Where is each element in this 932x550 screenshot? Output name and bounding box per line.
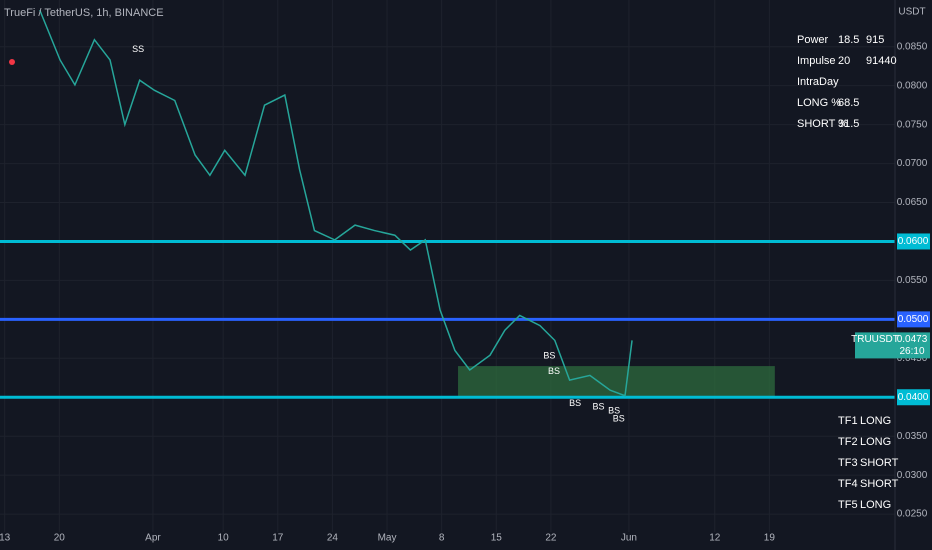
stat-cell: IntraDay bbox=[797, 76, 839, 88]
annotation: BS bbox=[543, 350, 555, 360]
timeframe-cell: TF2 bbox=[838, 436, 858, 448]
x-tick-label: 12 bbox=[709, 533, 721, 544]
annotation: BS bbox=[613, 413, 625, 423]
y-tick-label: 0.0750 bbox=[897, 119, 928, 130]
stat-cell: SHORT % bbox=[797, 118, 848, 130]
timeframe-cell: LONG bbox=[860, 499, 891, 511]
level-label: 0.0500 bbox=[898, 314, 929, 325]
x-tick-label: 10 bbox=[218, 533, 230, 544]
stat-cell: 91440 bbox=[866, 55, 897, 67]
x-tick-label: 20 bbox=[54, 533, 66, 544]
annotation: BS bbox=[592, 402, 604, 412]
annotation: BS bbox=[569, 398, 581, 408]
stat-cell: Impulse bbox=[797, 55, 836, 67]
y-tick-label: 0.0550 bbox=[897, 275, 928, 286]
timeframe-cell: LONG bbox=[860, 415, 891, 427]
timeframe-cell: TF5 bbox=[838, 499, 858, 511]
y-tick-label: 0.0850 bbox=[897, 41, 928, 52]
level-tag bbox=[897, 233, 930, 250]
x-tick-label: Apr bbox=[145, 533, 161, 544]
stats-panel: Power 18.5 915 Impulse 20 91440 IntraDay LONG %… bbox=[797, 34, 899, 511]
timeframe-cell: TF1 bbox=[838, 415, 858, 427]
x-tick-label: 24 bbox=[327, 533, 339, 544]
series-name: TRUUSDT bbox=[851, 334, 899, 345]
x-tick-label: 15 bbox=[491, 533, 503, 544]
x-tick-label: 22 bbox=[545, 533, 557, 544]
x-tick-label: 13 bbox=[0, 533, 11, 544]
x-tick-label: 17 bbox=[272, 533, 284, 544]
timeframe-cell: SHORT bbox=[860, 478, 899, 490]
y-tick-label: 0.0650 bbox=[897, 197, 928, 208]
stat-cell: 31.5 bbox=[838, 118, 859, 130]
countdown: 26:10 bbox=[899, 346, 924, 357]
annotation: BS bbox=[548, 366, 560, 376]
level-tag bbox=[897, 311, 930, 328]
y-tick-label: 0.0250 bbox=[897, 509, 928, 520]
last-value: 0.0473 bbox=[897, 334, 928, 345]
annotation: SS bbox=[132, 44, 144, 54]
stat-cell: 68.5 bbox=[838, 97, 859, 109]
y-tick-label: 0.0350 bbox=[897, 431, 928, 442]
stat-cell: LONG % bbox=[797, 97, 841, 109]
x-tick-label: 8 bbox=[439, 533, 445, 544]
indicator-dot bbox=[9, 59, 15, 65]
annotation: BS bbox=[608, 406, 620, 416]
chart-title: TrueFi / TetherUS, 1h, BINANCE bbox=[4, 7, 164, 19]
x-tick-label: Jun bbox=[621, 533, 637, 544]
stat-cell: 20 bbox=[838, 55, 850, 67]
y-tick-label: 0.0700 bbox=[897, 158, 928, 169]
level-label: 0.0600 bbox=[898, 236, 929, 247]
y-tick-label: 0.0450 bbox=[897, 353, 928, 364]
x-tick-label: May bbox=[378, 533, 397, 544]
x-tick-label: 19 bbox=[764, 533, 776, 544]
y-tick-label: 0.0300 bbox=[897, 470, 928, 481]
stat-cell: 18.5 bbox=[838, 34, 859, 46]
price-tag bbox=[855, 332, 930, 359]
y-unit: USDT bbox=[898, 7, 925, 18]
timeframe-cell: TF4 bbox=[838, 478, 858, 490]
stat-cell: 915 bbox=[866, 34, 884, 46]
y-tick-label: 0.0800 bbox=[897, 80, 928, 91]
level-tag bbox=[897, 389, 930, 406]
timeframe-cell: LONG bbox=[860, 436, 891, 448]
stat-cell: Power bbox=[797, 34, 829, 46]
price-line bbox=[39, 9, 633, 397]
timeframe-cell: TF3 bbox=[838, 457, 858, 469]
timeframe-cell: SHORT bbox=[860, 457, 899, 469]
level-label: 0.0400 bbox=[898, 392, 929, 403]
